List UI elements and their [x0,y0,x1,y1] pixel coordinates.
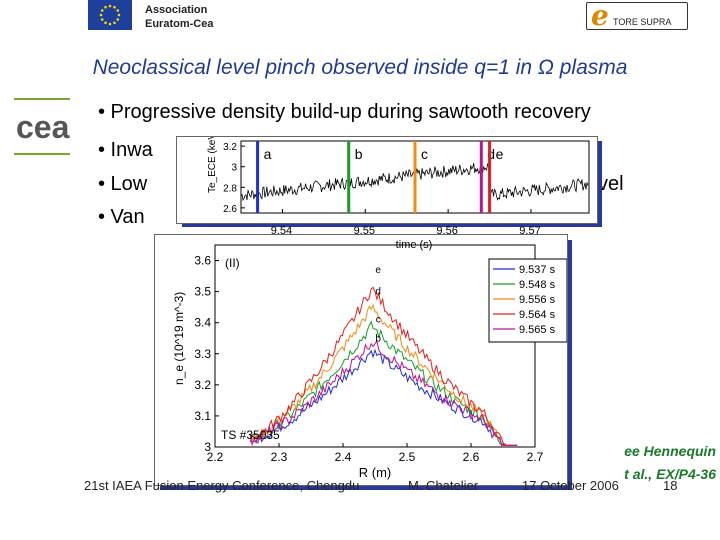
association-label: Association Euratom-Cea [145,3,213,31]
x-tick-label: 2.7 [527,450,544,464]
cea-top-rule [14,98,70,100]
curve-label-b: b [375,333,381,344]
eu-star [117,13,121,17]
y-tick-label: 3.1 [194,409,211,423]
eu-star [108,4,112,8]
profile-line-4 [249,339,518,447]
eu-star [99,13,103,17]
eu-star [108,22,112,26]
y-tick-label: 3.5 [194,285,211,299]
reference-note: ee Hennequin t al., EX/P4-36 [556,440,716,486]
shot-label: TS #35035 [221,428,280,442]
curve-label-e: e [375,265,381,276]
x-tick-label: 2.4 [335,450,352,464]
panel-label: (II) [225,256,240,270]
eu-star [104,5,107,9]
profile-line-2 [249,303,518,446]
legend-label-2: 9.556 s [519,294,556,306]
eu-star [113,5,116,9]
legend-label-4: 9.565 s [519,324,556,336]
footer-author: M. Chatelier [408,478,479,493]
profile-x-axis-label: R (m) [359,465,392,480]
profile-y-axis-label: n_e (10^19 m^-3) [172,292,186,385]
trace-y-axis-label: Te_ECE (keV) [207,137,218,193]
bullet-1: • Progressive density build-up during sa… [98,101,591,123]
cea-logo-text: cea [16,109,70,145]
eu-star [104,21,107,25]
bullet-2: • Inwa [98,139,153,161]
legend-label-1: 9.548 s [519,279,556,291]
x-tick-label: 2.2 [207,450,224,464]
y-tick-label: 2.8 [223,183,237,194]
slide-title: Neoclassical level pinch observed inside… [92,56,628,79]
cea-logo-icon: cea [14,104,74,148]
profile-panel: e d c b 2.2 2.3 2.4 2.5 2.6 2.7 3.6 3.5 3.4 3.3 3.2 3.1… [154,234,568,486]
footer-page-number: 18 [663,478,678,493]
profile-line-0 [249,348,518,447]
association-line-2: Euratom-Cea [145,18,214,30]
eu-star [100,18,104,21]
legend-label-0: 9.537 s [519,264,556,276]
reference-line-2: t al., EX/P4-36 [624,466,716,482]
tore-supra-mark-icon: e [591,0,609,32]
cea-bottom-rule [14,153,70,155]
density-profile-chart: ed cb 2.2 2.3 2.4 2.5 2.6 2.7 3.6 3.5 3.4 3.3 3.2 3.1… [172,244,568,480]
eu-star [113,21,116,25]
marker-label-d: d [487,146,495,162]
y-tick-label: 3.2 [223,142,237,153]
eu-star [116,9,120,12]
footer-date: 17 October 2006 [522,478,619,493]
y-tick-label: 3.4 [194,316,211,330]
y-tick-label: 3.2 [194,378,211,392]
legend-label-3: 9.564 s [519,309,556,321]
eu-star [116,18,120,21]
marker-label-c: c [421,146,428,162]
x-tick-label: 2.3 [271,450,288,464]
legend-box [488,258,568,343]
marker-label-a: a [264,146,272,162]
bullet-3: • Low [98,173,148,195]
bullet-3-tail: vel [598,173,624,195]
x-tick-label: 2.6 [463,450,480,464]
eu-star [100,9,104,12]
profile-line-3 [249,286,518,447]
y-tick-label: 3.3 [194,347,211,361]
curve-label-d: d [375,287,381,298]
bullet-4: • Van [98,206,145,228]
association-line-1: Association [145,4,208,16]
tore-supra-logo: e TORE SUPRA [586,0,688,32]
y-tick-label: 3.6 [194,254,211,268]
x-tick-label: 2.5 [399,450,416,464]
y-tick-label: 2.6 [223,204,237,215]
time-trace-panel: a b c d e 3.2 3 2.8 2.6 Te_ECE (keV) [176,130,598,224]
y-tick-label: 3 [231,163,237,174]
y-tick-label: 3 [204,440,211,454]
footer-conference: 21st IAEA Fusion Energy Conference, Chen… [84,478,360,493]
tore-supra-label: TORE SUPRA [613,17,672,27]
reference-line-1: ee Hennequin [624,443,716,459]
marker-label-e: e [496,146,504,162]
curve-label-c: c [376,315,381,326]
temperature-trace-chart: a b c d e 3.2 3 2.8 2.6 Te_ECE (keV) [207,130,590,215]
marker-label-b: b [355,146,363,162]
eu-flag-icon [88,0,132,30]
